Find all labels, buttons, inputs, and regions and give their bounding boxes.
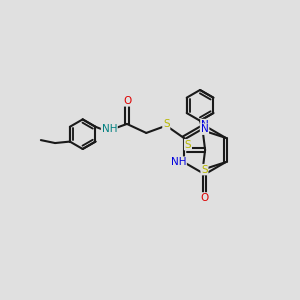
Text: S: S — [201, 165, 208, 175]
Text: N: N — [201, 120, 208, 130]
Text: S: S — [163, 119, 169, 130]
Text: NH: NH — [171, 157, 186, 167]
Text: O: O — [124, 96, 132, 106]
Text: O: O — [201, 193, 209, 203]
Text: N: N — [201, 124, 208, 134]
Text: NH: NH — [102, 124, 117, 134]
Text: S: S — [184, 140, 191, 150]
